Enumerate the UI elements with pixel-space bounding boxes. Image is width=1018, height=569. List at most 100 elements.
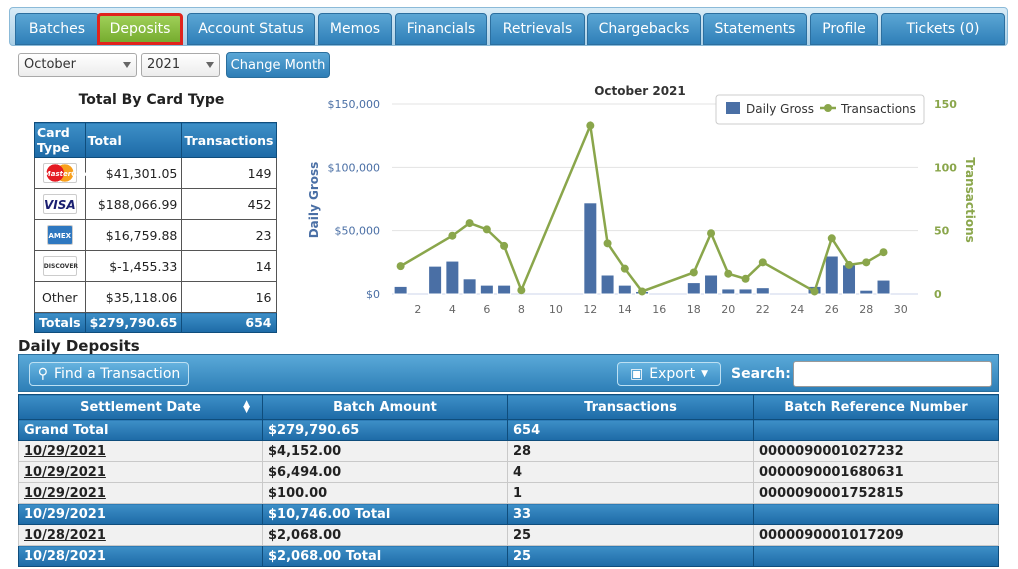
tab-statements[interactable]: Statements (703, 13, 807, 45)
tab-financials[interactable]: Financials (395, 13, 487, 45)
x-tick-label: 14 (618, 303, 632, 316)
find-transaction-button[interactable]: ⚲ Find a Transaction (29, 362, 189, 386)
row-date: 10/29/2021 (18, 503, 263, 525)
y2-axis-label: Transactions (963, 157, 977, 243)
row-transactions: 4 (507, 461, 754, 483)
row-amount: $6,494.00 (262, 461, 508, 483)
change-month-button[interactable]: Change Month (226, 52, 330, 78)
point-transactions (862, 258, 871, 267)
table-row: VISA $188,066.99 452 (34, 188, 277, 220)
legend-swatch-daily-gross (726, 102, 740, 114)
column-header-transactions[interactable]: Transactions (507, 394, 754, 420)
export-label: Export (649, 366, 696, 382)
bar-daily-gross (824, 255, 839, 295)
point-transactions (879, 248, 888, 257)
row-amount: $279,790.65 (262, 419, 508, 441)
tab-retrievals[interactable]: Retrievals (490, 13, 585, 45)
daily-deposits-title: Daily Deposits (18, 337, 140, 355)
totals-transactions: 654 (181, 312, 277, 333)
legend-box (715, 94, 925, 125)
y-tick-label: $0 (366, 288, 380, 301)
column-header-label: Settlement Date (80, 399, 201, 415)
visa-logo-icon: VISA (42, 194, 77, 214)
x-tick-label: 22 (756, 303, 770, 316)
find-transaction-label: Find a Transaction (54, 366, 181, 382)
card-total: $16,759.88 (84, 219, 183, 251)
row-date-link[interactable]: 10/29/2021 (18, 440, 263, 462)
table-row: 10/28/2021 $2,068.00 25 0000090001017209 (18, 524, 999, 546)
legend-label-transactions: Transactions (840, 102, 916, 116)
card-transactions: 149 (181, 157, 277, 189)
row-ref: 0000090001752815 (753, 482, 999, 504)
x-tick-label: 6 (483, 303, 490, 316)
bar-daily-gross (876, 279, 891, 295)
row-date-link[interactable]: 10/29/2021 (18, 461, 263, 483)
table-row: Other $35,118.06 16 (34, 281, 277, 313)
main-tab-bar: Batches Deposits Account Status Memos Fi… (9, 7, 1008, 46)
bar-daily-gross (445, 260, 460, 295)
sort-icon[interactable]: ▲ ▼ (243, 399, 250, 415)
point-transactions (517, 286, 526, 295)
row-date: Grand Total (18, 419, 263, 441)
tab-chargebacks[interactable]: Chargebacks (587, 13, 701, 45)
bar-daily-gross (617, 284, 632, 295)
table-row: AMEX $16,759.88 23 (34, 219, 277, 251)
point-transactions (500, 241, 509, 250)
row-transactions: 25 (507, 524, 754, 546)
tab-memos[interactable]: Memos (318, 13, 392, 45)
legend-marker-transactions (824, 104, 832, 112)
x-tick-label: 18 (687, 303, 701, 316)
row-ref: 0000090001680631 (753, 461, 999, 483)
bar-daily-gross (600, 274, 615, 295)
amex-logo-icon: AMEX (46, 225, 73, 245)
column-header-batch-amount[interactable]: Batch Amount (262, 394, 508, 420)
bar-daily-gross (462, 278, 477, 295)
column-header-batch-reference[interactable]: Batch Reference Number (753, 394, 999, 420)
column-header-settlement-date[interactable]: Settlement Date ▲ ▼ (18, 394, 263, 420)
tab-deposits[interactable]: Deposits (97, 13, 183, 45)
totals-row: Totals $279,790.65 654 (34, 312, 277, 333)
year-select[interactable]: 2021 (141, 53, 220, 77)
totals-label: Totals (34, 312, 86, 333)
point-transactions (724, 269, 733, 278)
x-tick-label: 28 (859, 303, 873, 316)
row-date-link[interactable]: 10/29/2021 (18, 482, 263, 504)
row-ref (753, 503, 999, 525)
point-transactions (758, 258, 767, 267)
row-amount: $10,746.00 Total (262, 503, 508, 525)
card-transactions: 23 (181, 219, 277, 251)
subtotal-row: 10/28/2021 $2,068.00 Total 25 (18, 545, 999, 567)
search-label: Search: (731, 366, 791, 382)
tab-profile[interactable]: Profile (810, 13, 878, 45)
bar-daily-gross (738, 288, 753, 295)
card-total: $41,301.05 (84, 157, 183, 189)
point-transactions (620, 264, 629, 273)
card-total: $-1,455.33 (84, 250, 183, 282)
y-tick-label: $150,000 (328, 98, 381, 111)
month-select[interactable]: October (18, 53, 137, 77)
x-tick-label: 10 (549, 303, 563, 316)
row-date-link[interactable]: 10/28/2021 (18, 524, 263, 546)
card-type-title: Total By Card Type (78, 92, 225, 108)
table-row: DISCOVER $-1,455.33 14 (34, 250, 277, 282)
tab-account-status[interactable]: Account Status (187, 13, 315, 45)
search-icon: ⚲ (37, 366, 48, 382)
bar-daily-gross (859, 289, 874, 295)
tab-batches[interactable]: Batches (15, 13, 99, 45)
bar-daily-gross (428, 265, 443, 295)
row-amount: $100.00 (262, 482, 508, 504)
chevron-down-icon: ▼ (701, 369, 708, 379)
card-transactions: 14 (181, 250, 277, 282)
point-transactions (810, 287, 819, 296)
grand-total-row: Grand Total $279,790.65 654 (18, 419, 999, 441)
point-transactions (845, 260, 854, 269)
point-transactions (448, 231, 457, 240)
search-input[interactable] (793, 361, 992, 387)
point-transactions (396, 262, 405, 271)
export-button[interactable]: ▣ Export ▼ (617, 362, 721, 386)
tab-tickets[interactable]: Tickets (0) (881, 13, 1005, 45)
point-transactions (465, 219, 474, 228)
chevron-down-icon (123, 62, 131, 68)
mastercard-logo-icon: MasterCard (42, 163, 90, 183)
x-tick-label: 4 (449, 303, 456, 316)
